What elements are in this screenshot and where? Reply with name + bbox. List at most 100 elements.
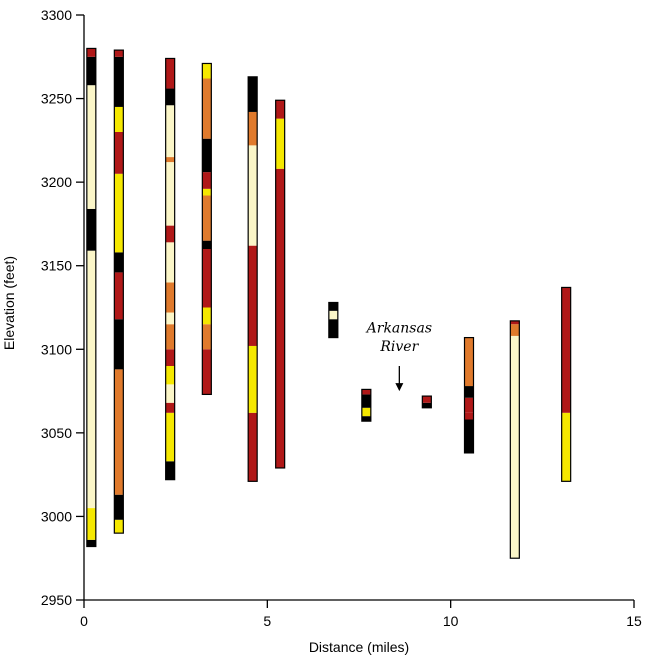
column-4-outline [247,76,258,482]
column-2-segment-5 [165,349,175,366]
column-0-segment-0 [86,539,96,547]
column-1-segment-6 [114,173,124,253]
y-tick-label-7: 3300 [41,7,72,23]
column-9-segment-1 [464,412,474,420]
column-3-segment-6 [202,188,212,196]
column-0-segment-2 [86,250,96,509]
column-0-segment-1 [86,508,96,540]
column-3-segment-1 [202,324,212,350]
column-0-segment-4 [86,85,96,209]
column-9-segment-4 [464,337,474,387]
x-tick-label-3: 15 [626,613,642,629]
column-8-outline [421,395,432,409]
y-tick-label-3: 3100 [41,341,72,357]
column-4-segment-4 [248,111,258,146]
column-7-segment-3 [361,389,371,395]
column-3-segment-0 [202,349,212,395]
column-4-segment-3 [248,145,258,246]
column-2-segment-1 [165,412,175,462]
column-6-outline [328,301,339,339]
column-8-segment-1 [422,396,432,403]
column-2-segment-2 [165,402,175,413]
column-0-segment-5 [86,56,96,86]
column-3-segment-8 [202,138,212,173]
x-tick-label-0: 0 [80,613,88,629]
column-1-segment-7 [114,132,124,174]
column-1-segment-5 [114,252,124,273]
column-2-segment-3 [165,384,175,403]
plot-area [86,47,572,559]
column-1-outline [113,49,124,534]
y-tick-label-2: 3050 [41,425,72,441]
column-2-segment-4 [165,366,175,385]
y-tick-label-6: 3250 [41,91,72,107]
column-3-segment-4 [202,240,212,249]
annotation-river: River [379,339,419,355]
column-1-segment-2 [114,369,124,495]
column-9-segment-3 [464,386,474,398]
column-10-segment-0 [510,335,520,559]
y-tick-label-1: 3000 [41,508,72,524]
column-11-outline [561,286,572,482]
column-8 [421,395,432,409]
column-4 [247,76,258,482]
column-11-segment-0 [561,412,571,482]
column-0-outline [86,47,97,548]
column-4-segment-2 [248,245,258,346]
column-1-segment-8 [114,106,124,132]
annotation-arkansas: Arkansas [365,321,432,337]
column-3 [201,62,212,396]
column-3-segment-5 [202,195,212,241]
column-10-outline [509,320,520,559]
y-tick-label-5: 3200 [41,174,72,190]
column-5 [275,99,286,469]
column-7 [361,388,372,422]
column-4-segment-1 [248,345,258,413]
column-5-segment-0 [275,168,285,468]
x-tick-label-2: 10 [443,613,459,629]
column-2-segment-12 [165,157,175,163]
y-tick-label-4: 3150 [41,258,72,274]
column-2-segment-14 [165,88,175,106]
column-3-segment-9 [202,78,212,139]
column-3-segment-3 [202,249,212,308]
x-tick-label-1: 5 [263,613,271,629]
column-9-segment-0 [464,419,474,453]
column-2-segment-9 [165,242,175,283]
column-2-segment-13 [165,105,175,158]
column-7-segment-1 [361,407,371,417]
column-3-outline [201,62,212,396]
y-tick-label-0: 2950 [41,592,72,608]
column-4-segment-0 [248,412,258,482]
column-2-outline [165,57,176,481]
column-1-segment-0 [114,519,124,534]
column-2-segment-0 [165,461,175,480]
column-3-segment-10 [202,63,212,79]
column-1-segment-1 [114,494,124,520]
column-1-segment-10 [114,50,124,57]
axes: 2950 3000 3050 3100 3150 3200 3250 3300 0 5 10 15 [41,7,642,629]
column-7-segment-0 [361,416,371,422]
column-8-segment-0 [422,402,432,408]
column-10 [509,320,520,559]
column-1-segment-4 [114,272,124,320]
column-2-segment-6 [165,324,175,350]
column-3-segment-7 [202,172,212,189]
column-5-segment-2 [275,100,285,119]
column-1 [113,49,124,534]
column-0 [86,47,97,548]
column-2-segment-8 [165,282,175,313]
column-6-segment-1 [328,310,338,320]
column-0-segment-3 [86,208,96,251]
column-4-segment-5 [248,76,258,112]
column-2-segment-7 [165,312,175,325]
column-11 [561,286,572,482]
column-9 [463,336,475,454]
column-7-segment-2 [361,394,371,408]
column-7-outline [361,388,372,422]
x-axis-title: Distance (miles) [309,639,409,655]
column-11-segment-1 [561,287,571,413]
column-1-segment-3 [114,319,124,370]
column-2-segment-11 [165,162,175,226]
